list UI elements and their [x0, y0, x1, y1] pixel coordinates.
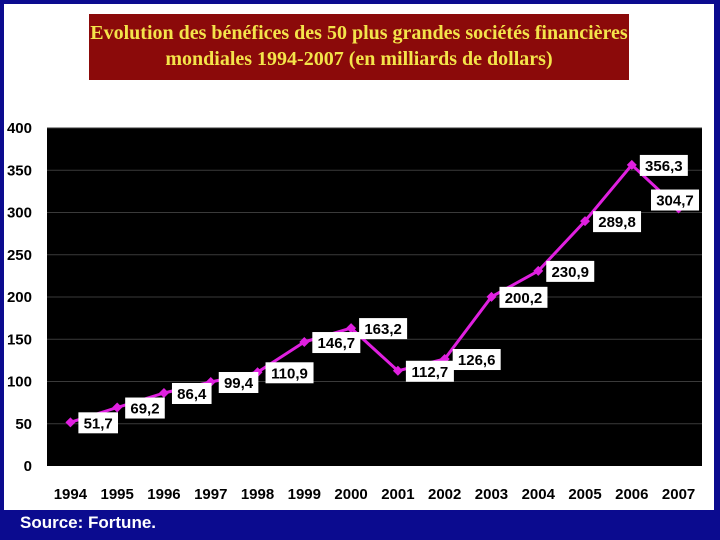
series-line: [69, 163, 680, 424]
data-label-text: 230,9: [551, 264, 589, 281]
data-label: 126,6: [452, 349, 501, 371]
x-tick-label: 1994: [54, 486, 88, 503]
chart-title-line-1: Evolution des bénéfices des 50 plus gran…: [90, 22, 628, 44]
data-label: 304,7: [651, 189, 699, 211]
y-tick-label: 300: [7, 205, 32, 222]
data-label-text: 146,7: [318, 335, 356, 352]
data-label-box: [78, 412, 118, 434]
x-tick-label: 1995: [100, 486, 133, 503]
x-tick-label: 1999: [288, 486, 321, 503]
data-label-text: 304,7: [656, 193, 694, 210]
data-label: 51,7: [78, 412, 118, 434]
y-tick-label: 250: [7, 247, 32, 264]
data-label: 356,3: [639, 154, 688, 176]
data-label-box: [312, 332, 361, 354]
x-axis-ticks: 1994 1995 1996 1997 1998 1999 2000 2001 2002 2003…: [54, 486, 696, 503]
source-note: Source: Fortune.: [20, 513, 157, 532]
data-point-marker: [392, 365, 403, 376]
data-point-marker: [346, 323, 357, 334]
data-label-text: 99,4: [224, 375, 254, 392]
x-tick-label: 2003: [475, 486, 508, 503]
data-label: 112,7: [405, 360, 454, 382]
data-label: 86,4: [171, 382, 212, 404]
data-label: 200,2: [499, 286, 548, 308]
y-tick-label: 400: [7, 120, 32, 137]
data-label-text: 110,9: [271, 365, 308, 382]
data-label-text: 51,7: [84, 415, 113, 432]
x-tick-label: 1996: [147, 486, 180, 503]
data-point-marker: [65, 417, 76, 428]
data-label-box: [546, 260, 595, 282]
x-tick-label: 2002: [428, 486, 461, 503]
y-tick-label: 100: [7, 374, 32, 391]
data-label-box: [593, 211, 642, 233]
data-label-box: [265, 362, 314, 384]
data-point-marker: [158, 387, 169, 398]
data-label-text: 356,3: [645, 158, 683, 175]
series-markers: [65, 159, 684, 428]
data-label-box: [452, 349, 501, 371]
data-label: 146,7: [312, 332, 361, 354]
data-point-marker: [533, 265, 544, 276]
x-tick-label: 2000: [334, 486, 367, 503]
chart-title-box: Evolution des bénéfices des 50 plus gran…: [89, 14, 629, 80]
y-tick-label: 350: [7, 162, 32, 179]
data-label-box: [218, 372, 259, 394]
data-label-box: [125, 397, 165, 419]
x-tick-label: 2001: [381, 486, 414, 503]
data-point-marker: [299, 337, 310, 348]
y-tick-label: 50: [15, 416, 32, 433]
chart-title-line-2: mondiales 1994-2007 (en milliards de dol…: [165, 48, 553, 70]
data-label-box: [651, 189, 699, 211]
data-labels: 51,7 69,2 86,4 99,4 110,9 146,7 163,2 112,7 126,…: [78, 154, 699, 434]
data-label: 99,4: [218, 372, 259, 394]
y-tick-label: 200: [7, 289, 32, 306]
x-tick-label: 1997: [194, 486, 227, 503]
data-label: 110,9: [265, 362, 314, 384]
x-tick-label: 2006: [615, 486, 648, 503]
x-tick-label: 1998: [241, 486, 274, 503]
data-label: 163,2: [359, 318, 408, 340]
data-point-marker: [580, 216, 591, 227]
data-label: 230,9: [546, 260, 595, 282]
data-label: 69,2: [125, 397, 165, 419]
data-label: 289,8: [593, 211, 642, 233]
data-label-box: [171, 382, 212, 404]
data-point-marker: [486, 291, 497, 302]
data-label-box: [499, 286, 548, 308]
data-label-text: 86,4: [177, 386, 207, 403]
x-tick-label: 2005: [568, 486, 601, 503]
y-tick-label: 150: [7, 331, 32, 348]
data-label-text: 200,2: [505, 290, 543, 307]
data-label-text: 126,6: [458, 352, 496, 369]
x-tick-label: 2004: [522, 486, 556, 503]
data-label-text: 163,2: [364, 321, 402, 338]
data-label-text: 69,2: [130, 401, 159, 418]
data-point-marker: [112, 402, 123, 413]
data-label-box: [405, 360, 454, 382]
data-label-text: 112,7: [412, 364, 449, 381]
data-point-marker: [626, 159, 637, 170]
data-label-box: [639, 154, 688, 176]
y-tick-label: 0: [24, 458, 32, 475]
y-axis-ticks: 0 50 100 150 200 250 300 350 400: [7, 120, 32, 475]
data-label-text: 289,8: [598, 214, 636, 231]
x-tick-label: 2007: [662, 486, 695, 503]
data-label-box: [359, 318, 408, 340]
